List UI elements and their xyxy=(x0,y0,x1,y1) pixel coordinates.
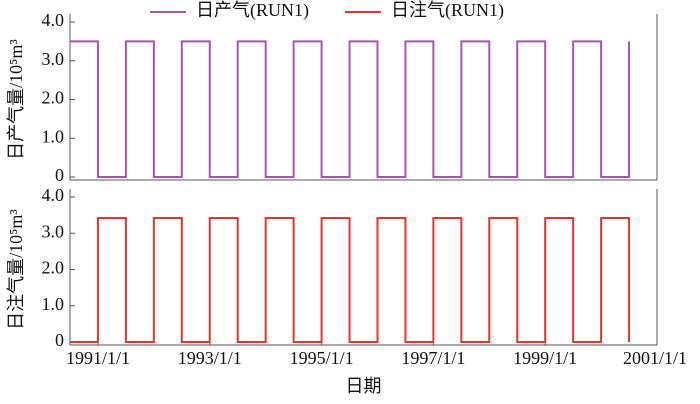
x-tick-label: 1997/1/1 xyxy=(401,348,465,368)
y-tick-label: 3.0 xyxy=(42,221,65,241)
x-tick-label: 1995/1/1 xyxy=(290,348,354,368)
y-tick-label: 2.0 xyxy=(42,258,65,278)
x-tick-label: 2001/1/1 xyxy=(623,348,687,368)
x-tick-label: 1993/1/1 xyxy=(178,348,242,368)
y-tick-label: 4.0 xyxy=(42,185,65,205)
series-line xyxy=(70,217,631,343)
series-line xyxy=(70,40,631,178)
y-tick-label: 3.0 xyxy=(42,49,65,69)
y-tick-label: 4.0 xyxy=(42,10,65,30)
legend-label: 日注气(RUN1) xyxy=(391,0,504,21)
legend-label: 日产气(RUN1) xyxy=(196,0,309,21)
y-axis-label: 日产气量/10⁵m³ xyxy=(6,39,26,160)
y-axis-label: 日注气量/10⁵m³ xyxy=(6,209,26,330)
x-tick-label: 1991/1/1 xyxy=(66,348,130,368)
y-tick-label: 0 xyxy=(55,330,64,350)
y-tick-label: 2.0 xyxy=(42,88,65,108)
x-tick-label: 1999/1/1 xyxy=(513,348,577,368)
y-tick-label: 0 xyxy=(55,165,64,185)
y-tick-label: 1.0 xyxy=(42,294,65,314)
x-axis-label: 日期 xyxy=(346,376,382,396)
y-tick-label: 1.0 xyxy=(42,126,65,146)
